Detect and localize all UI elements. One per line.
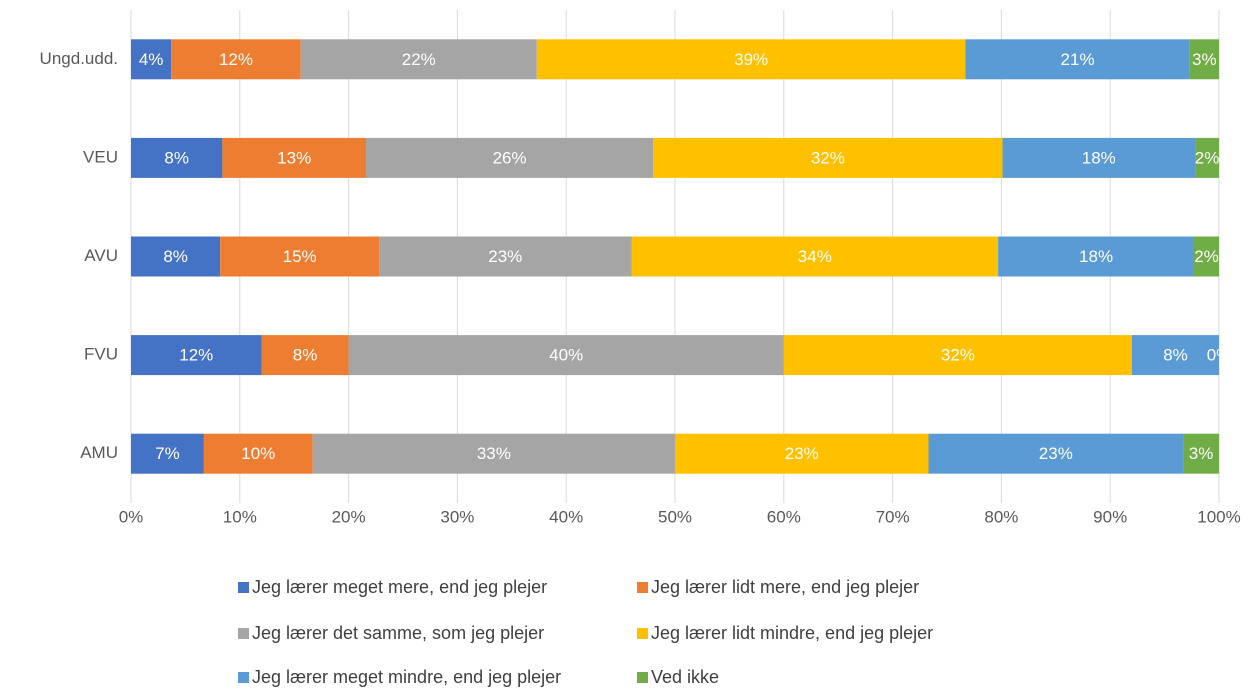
data-label: 13% bbox=[277, 148, 311, 167]
bar-segment bbox=[379, 236, 632, 277]
y-tick-label: Ungd.udd. bbox=[40, 49, 118, 68]
data-label: 34% bbox=[798, 247, 832, 266]
y-tick-label: VEU bbox=[83, 147, 118, 166]
data-label: 2% bbox=[1195, 148, 1220, 167]
bar-segment bbox=[1193, 236, 1219, 277]
data-label: 2% bbox=[1194, 247, 1219, 266]
bar-segment bbox=[131, 335, 262, 376]
x-tick-label: 100% bbox=[1197, 507, 1240, 526]
data-label: 21% bbox=[1061, 50, 1095, 69]
data-label: 12% bbox=[219, 50, 253, 69]
bar-segment bbox=[536, 39, 966, 80]
data-label: 40% bbox=[549, 346, 583, 365]
data-label: 23% bbox=[1039, 444, 1073, 463]
bar-segment bbox=[1189, 39, 1219, 80]
bar-segment bbox=[783, 335, 1132, 376]
bar-segment bbox=[131, 433, 204, 474]
bar-segment bbox=[348, 335, 784, 376]
legend-swatch bbox=[238, 672, 249, 683]
bar-segment bbox=[675, 433, 929, 474]
data-label: 8% bbox=[293, 346, 318, 365]
data-label: 8% bbox=[1163, 346, 1188, 365]
legend-label: Jeg lærer lidt mindre, end jeg plejer bbox=[651, 623, 933, 643]
x-tick-label: 50% bbox=[658, 507, 692, 526]
bar-segment bbox=[366, 137, 654, 178]
x-tick-label: 20% bbox=[332, 507, 366, 526]
bar-segment bbox=[928, 433, 1184, 474]
bar-segment bbox=[131, 39, 172, 80]
x-tick-label: 70% bbox=[876, 507, 910, 526]
legend-label: Jeg lærer det samme, som jeg plejer bbox=[252, 623, 544, 643]
y-tick-label: AVU bbox=[84, 246, 118, 265]
y-tick-label: FVU bbox=[84, 345, 118, 364]
x-tick-label: 10% bbox=[223, 507, 257, 526]
data-label: 33% bbox=[477, 444, 511, 463]
bar-segment bbox=[1002, 137, 1196, 178]
legend-swatch bbox=[238, 628, 249, 639]
legend-swatch bbox=[637, 582, 648, 593]
data-label: 8% bbox=[164, 148, 189, 167]
legend-label: Jeg lærer meget mindre, end jeg plejer bbox=[252, 667, 561, 687]
legend-label: Ved ikke bbox=[651, 667, 719, 687]
x-tick-label: 40% bbox=[549, 507, 583, 526]
bar-segment bbox=[222, 137, 367, 178]
legend-label: Jeg lærer meget mere, end jeg plejer bbox=[252, 577, 547, 597]
data-label: 23% bbox=[785, 444, 819, 463]
bar-segment bbox=[171, 39, 301, 80]
data-label: 32% bbox=[941, 346, 975, 365]
data-label: 12% bbox=[179, 346, 213, 365]
legend-label: Jeg lærer lidt mere, end jeg plejer bbox=[651, 577, 919, 597]
bar-segment bbox=[653, 137, 1003, 178]
x-tick-label: 90% bbox=[1093, 507, 1127, 526]
x-tick-label: 0% bbox=[119, 507, 144, 526]
legend-swatch bbox=[637, 628, 648, 639]
data-label: 26% bbox=[493, 148, 527, 167]
bar-segment bbox=[631, 236, 999, 277]
data-label: 18% bbox=[1079, 247, 1113, 266]
data-label: 8% bbox=[163, 247, 188, 266]
legend-swatch bbox=[238, 582, 249, 593]
x-tick-label: 30% bbox=[440, 507, 474, 526]
x-tick-label: 60% bbox=[767, 507, 801, 526]
bar-segment bbox=[1195, 137, 1219, 178]
data-label: 39% bbox=[734, 50, 768, 69]
y-tick-label: AMU bbox=[80, 443, 118, 462]
bar-segment bbox=[1183, 433, 1219, 474]
bar-segment bbox=[131, 137, 223, 178]
bar-segment bbox=[1131, 335, 1219, 376]
bar-segment bbox=[965, 39, 1190, 80]
data-label: 7% bbox=[155, 444, 180, 463]
bar-segment bbox=[998, 236, 1194, 277]
bar-segment bbox=[312, 433, 675, 474]
data-label: 23% bbox=[488, 247, 522, 266]
data-label: 0% bbox=[1207, 346, 1232, 365]
bar-segment bbox=[261, 335, 349, 376]
data-label: 18% bbox=[1082, 148, 1116, 167]
bar-segment bbox=[220, 236, 380, 277]
data-label: 4% bbox=[139, 50, 164, 69]
data-label: 10% bbox=[241, 444, 275, 463]
bar-segment bbox=[203, 433, 313, 474]
bar-segment bbox=[131, 236, 221, 277]
legend-swatch bbox=[637, 672, 648, 683]
data-label: 22% bbox=[402, 50, 436, 69]
bar-segment bbox=[300, 39, 537, 80]
x-tick-label: 80% bbox=[984, 507, 1018, 526]
data-label: 3% bbox=[1192, 50, 1217, 69]
data-label: 32% bbox=[811, 148, 845, 167]
data-label: 15% bbox=[283, 247, 317, 266]
data-label: 3% bbox=[1189, 444, 1214, 463]
